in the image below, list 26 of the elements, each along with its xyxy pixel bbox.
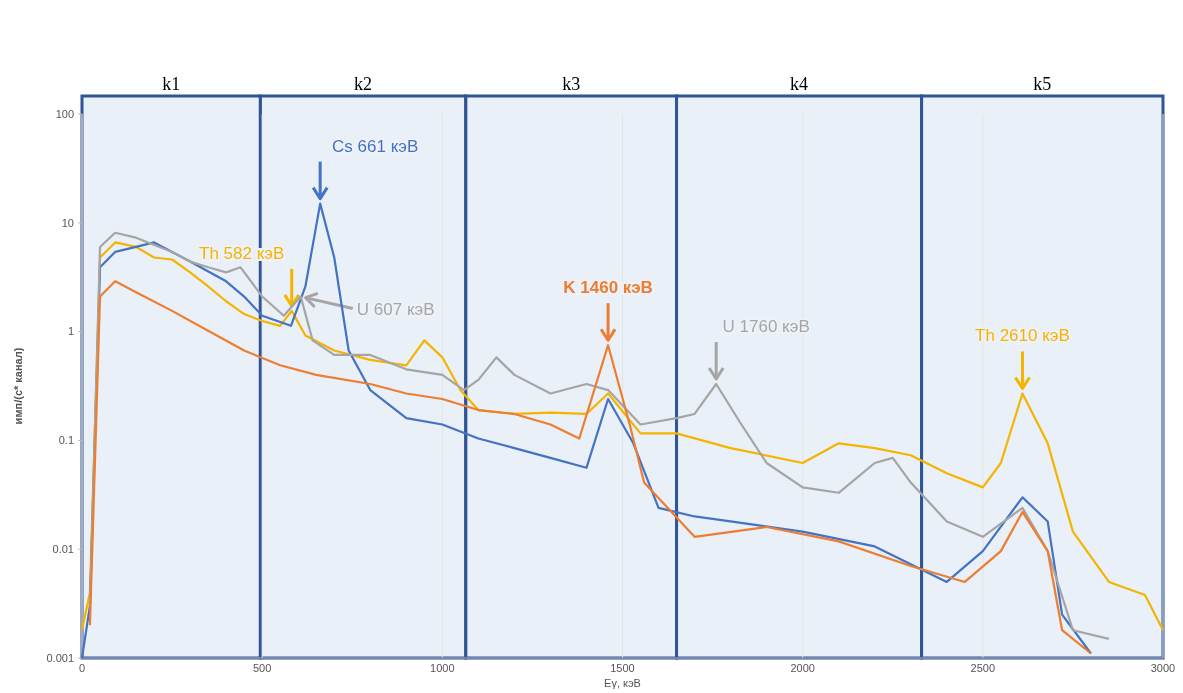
y-tick-label: 0.001 xyxy=(46,651,74,664)
y-tick-label: 1 xyxy=(67,325,74,338)
y-tick-label: 10 xyxy=(61,216,74,229)
y-tick-label: 0.01 xyxy=(52,543,74,556)
band-label: k2 xyxy=(354,74,373,94)
x-tick-label: 0 xyxy=(78,662,86,674)
x-tick-label: 2000 xyxy=(790,662,815,674)
annotation: K 1460 кэВ xyxy=(563,278,653,298)
x-axis-title: Eγ, кэВ xyxy=(604,677,641,689)
band-label: k4 xyxy=(790,74,809,94)
x-tick-label: 1000 xyxy=(430,662,455,674)
x-tick-label: 3000 xyxy=(1150,662,1176,674)
y-tick-label: 100 xyxy=(55,107,74,120)
annotation: Th 2610 кэВ xyxy=(975,326,1070,346)
annotation: U 1760 кэВ xyxy=(722,316,810,336)
band-label: k3 xyxy=(562,74,581,94)
line-series xyxy=(88,280,1093,655)
x-tick-label: 500 xyxy=(252,662,272,674)
annotation: U 607 кэВ xyxy=(356,299,435,319)
y-axis-title: имп/(с* канал) xyxy=(12,347,24,425)
band-label: k5 xyxy=(1033,74,1052,94)
y-tick-label: 0.1 xyxy=(58,434,74,447)
band-label: k1 xyxy=(162,74,181,94)
annotation: Cs 661 кэВ xyxy=(332,136,419,156)
x-tick-label: 1500 xyxy=(610,662,635,674)
x-tick-label: 2500 xyxy=(970,662,996,674)
